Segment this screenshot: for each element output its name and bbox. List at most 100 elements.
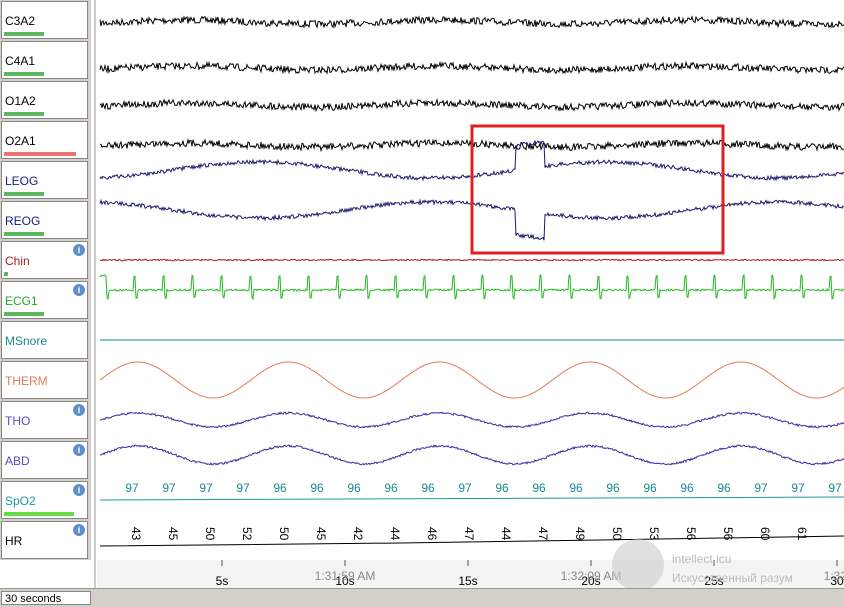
channel-panel: C3A2 C4A1 O1A2 O2A1 LEOG REOG Chin i ECG1 i MSnore… [0, 0, 91, 560]
time-tick-label: 15s [458, 574, 477, 588]
info-icon[interactable]: i [73, 484, 85, 496]
spo2-value: 96 [310, 481, 324, 495]
channel-name: LEOG [5, 174, 39, 188]
signal-bar [4, 272, 8, 276]
hr-value: 52 [240, 527, 254, 541]
channel-name: ECG1 [5, 294, 38, 308]
waveform-view: 97 97 97 97 96 96 96 96 96 97 96 96 96 96 96 96 96 97 97 97… [94, 0, 844, 588]
signal-bar [4, 232, 44, 236]
info-icon[interactable]: i [73, 284, 85, 296]
waveform [99, 273, 844, 301]
channel-name: Chin [5, 254, 30, 268]
channel-label[interactable]: SpO2 i [1, 481, 88, 519]
spo2-value: 96 [384, 481, 398, 495]
spo2-value: 96 [717, 481, 731, 495]
spo2-value: 96 [569, 481, 583, 495]
channel-label[interactable]: C4A1 [1, 41, 88, 79]
spo2-value: 97 [125, 481, 139, 495]
spo2-value: 96 [532, 481, 546, 495]
hr-value: 56 [684, 527, 698, 541]
time-tick-label: 25s [704, 574, 723, 588]
info-icon[interactable]: i [73, 524, 85, 536]
hr-value: 46 [425, 527, 439, 541]
waveform [99, 411, 844, 429]
channel-name: THERM [5, 374, 48, 388]
spo2-value: 96 [421, 481, 435, 495]
time-tick-label: 10s [335, 574, 354, 588]
hr-value: 45 [166, 527, 180, 541]
time-tick-label: 20s [581, 574, 600, 588]
channel-label[interactable]: THO i [1, 401, 88, 439]
hr-value: 60 [758, 527, 772, 541]
spo2-value: 97 [236, 481, 250, 495]
view-bg [97, 0, 844, 588]
info-icon[interactable]: i [73, 244, 85, 256]
channel-label[interactable]: LEOG [1, 161, 88, 199]
channel-name: THO [5, 414, 31, 428]
watermark-subtitle: Искусственный разум [672, 571, 793, 585]
signal-bar [4, 72, 44, 76]
hr-value: 47 [462, 527, 476, 541]
timestamp: 1:32:09 AM [561, 569, 622, 583]
window-select[interactable]: 30 seconds [1, 591, 91, 605]
signal-bar [4, 512, 74, 516]
spo2-value: 96 [347, 481, 361, 495]
waveform [99, 258, 844, 262]
channel-label[interactable]: C3A2 [1, 1, 88, 39]
channel-label[interactable]: ABD i [1, 441, 88, 479]
channel-name: C3A2 [5, 14, 36, 28]
spo2-value: 97 [754, 481, 768, 495]
watermark-logo [612, 539, 664, 588]
spo2-value: 96 [643, 481, 657, 495]
info-icon[interactable]: i [73, 444, 85, 456]
info-icon[interactable]: i [73, 404, 85, 416]
hr-value: 56 [721, 527, 735, 541]
hr-value: 45 [314, 527, 328, 541]
channel-label[interactable]: Chin i [1, 241, 88, 279]
waveform [99, 444, 844, 466]
channel-label[interactable]: HR i [1, 521, 88, 559]
channel-label[interactable]: O2A1 [1, 121, 88, 159]
signal-bar [4, 312, 44, 316]
channel-name: MSnore [5, 334, 48, 348]
signal-bar [4, 32, 44, 36]
hr-value: 53 [647, 527, 661, 541]
channel-name: SpO2 [5, 494, 36, 508]
waveform [99, 97, 844, 113]
time-tick-label: 30 [830, 574, 844, 588]
channel-name: REOG [5, 214, 41, 228]
hr-value: 42 [351, 527, 365, 541]
waveform [99, 15, 844, 29]
spo2-value: 96 [495, 481, 509, 495]
channel-name: HR [5, 534, 23, 548]
channel-name: O2A1 [5, 134, 36, 148]
signal-bar [4, 152, 76, 156]
hr-trend [99, 535, 844, 547]
channel-label[interactable]: THERM [1, 361, 88, 399]
hr-value: 43 [129, 527, 143, 541]
spo2-value: 97 [458, 481, 472, 495]
hr-value: 44 [499, 527, 513, 541]
spo2-value: 97 [791, 481, 805, 495]
hr-value: 47 [536, 527, 550, 541]
spo2-value: 97 [199, 481, 213, 495]
spo2-value: 96 [606, 481, 620, 495]
waveform [99, 361, 844, 399]
footer-bar: 30 seconds [0, 588, 844, 607]
timestamp: 1:31:59 AM [315, 569, 376, 583]
channel-label[interactable]: O1A2 [1, 81, 88, 119]
hr-value: 49 [573, 527, 587, 541]
time-tick-label: 5s [216, 574, 229, 588]
spo2-value: 97 [828, 481, 842, 495]
waveform [99, 60, 844, 75]
spo2-baseline [99, 496, 844, 501]
spo2-value: 97 [162, 481, 176, 495]
spo2-value: 96 [273, 481, 287, 495]
channel-label[interactable]: REOG [1, 201, 88, 239]
channel-name: O1A2 [5, 94, 36, 108]
channel-label[interactable]: MSnore [1, 321, 88, 359]
channel-name: C4A1 [5, 54, 36, 68]
spo2-value: 96 [680, 481, 694, 495]
channel-label[interactable]: ECG1 i [1, 281, 88, 319]
